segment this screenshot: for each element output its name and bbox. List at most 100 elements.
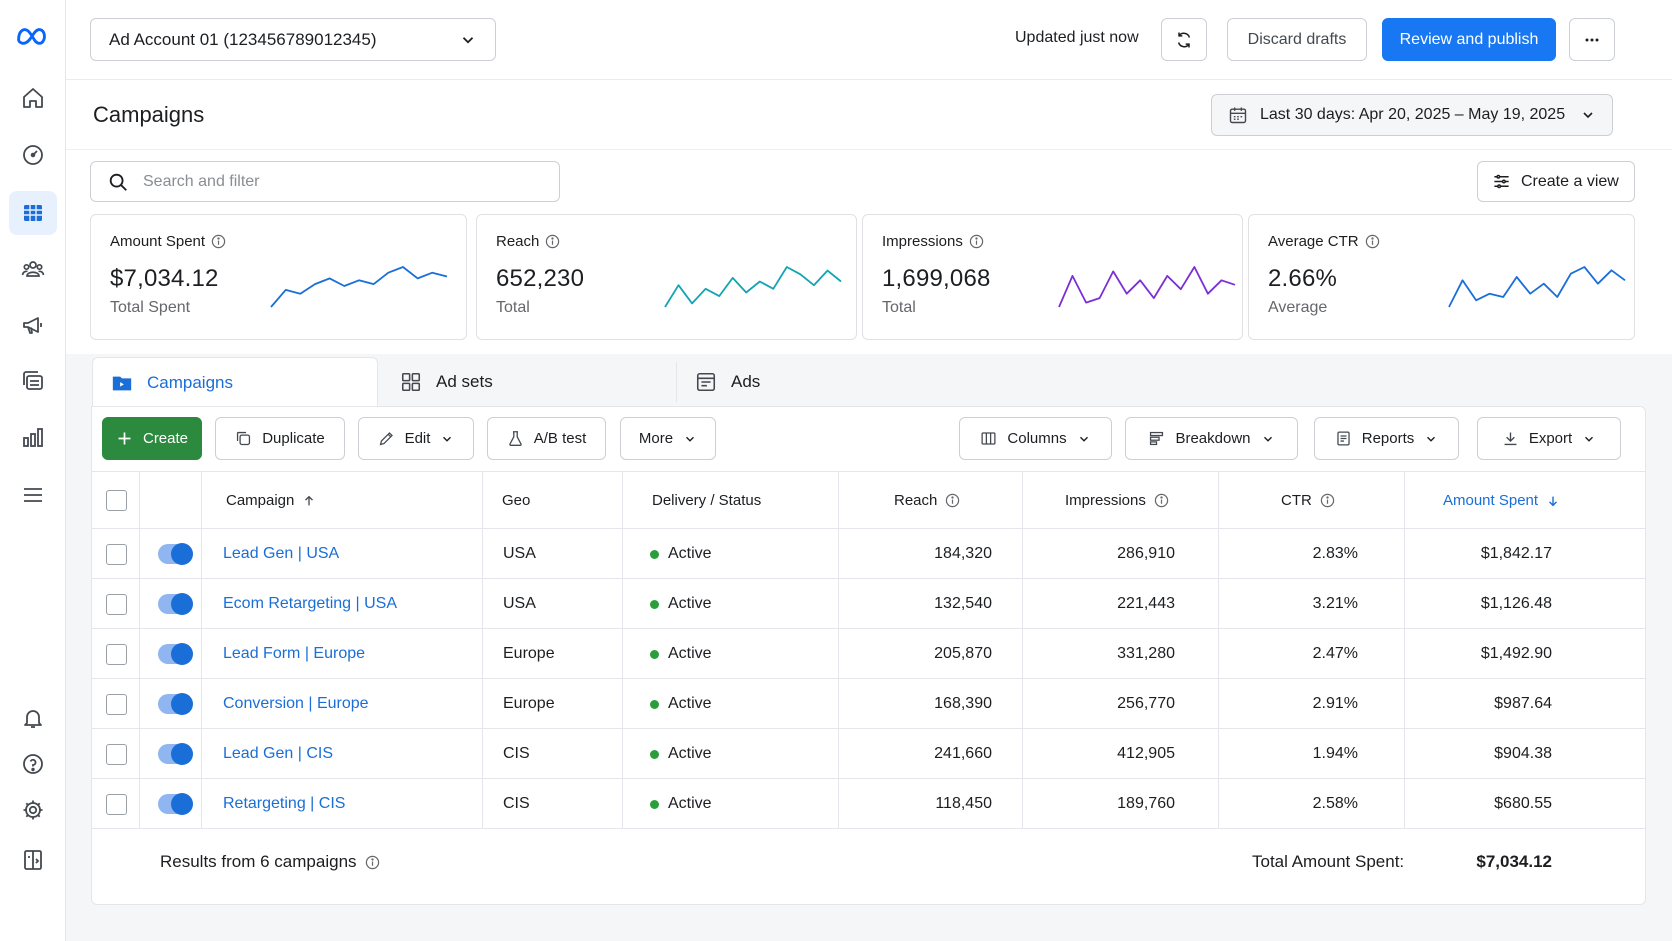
table-row[interactable]: Lead Gen | CIS CIS Active 241,660 412,90… xyxy=(92,729,1645,779)
panel-toggle-icon[interactable] xyxy=(9,838,57,882)
row-checkbox[interactable] xyxy=(106,743,127,765)
menu-icon[interactable] xyxy=(9,473,57,517)
table-row[interactable]: Lead Gen | USA USA Active 184,320 286,91… xyxy=(92,529,1645,579)
edit-button[interactable]: Edit xyxy=(358,417,474,460)
campaign-toggle[interactable] xyxy=(158,643,193,665)
campaign-name-link[interactable]: Conversion | Europe xyxy=(223,695,369,712)
tab-ad-sets[interactable]: Ad sets xyxy=(382,357,672,407)
total-amount-label: Total Amount Spent: xyxy=(1252,852,1405,871)
sparkline-chart xyxy=(664,266,842,308)
info-icon[interactable] xyxy=(1320,493,1335,508)
more-options-button[interactable] xyxy=(1569,18,1615,61)
campaign-name-link[interactable]: Lead Gen | CIS xyxy=(223,745,333,762)
metric-value: 652,230 xyxy=(496,265,585,292)
select-all-checkbox[interactable] xyxy=(106,490,127,511)
bar-chart-icon[interactable] xyxy=(9,415,57,459)
columns-button[interactable]: Columns xyxy=(959,417,1112,460)
column-divider xyxy=(482,471,483,829)
row-checkbox[interactable] xyxy=(106,643,127,665)
amount-spent-cell: $987.64 xyxy=(1494,695,1552,712)
search-bar[interactable] xyxy=(90,161,560,202)
metric-value: $7,034.12 xyxy=(110,265,219,292)
breakdown-icon xyxy=(1150,431,1164,446)
row-checkbox[interactable] xyxy=(106,543,127,565)
info-icon[interactable] xyxy=(1365,234,1380,249)
home-icon[interactable] xyxy=(9,76,57,120)
table-row[interactable]: Conversion | Europe Europe Active 168,39… xyxy=(92,679,1645,729)
campaign-toggle[interactable] xyxy=(158,793,193,815)
col-campaign[interactable]: Campaign xyxy=(226,472,316,529)
reports-button[interactable]: Reports xyxy=(1314,417,1459,460)
settings-icon[interactable] xyxy=(9,788,57,832)
col-ctr[interactable]: CTR xyxy=(1281,472,1335,529)
info-icon[interactable] xyxy=(945,493,960,508)
create-button[interactable]: Create xyxy=(102,417,202,460)
table-row[interactable]: Ecom Retargeting | USA USA Active 132,54… xyxy=(92,579,1645,629)
campaign-name-link[interactable]: Ecom Retargeting | USA xyxy=(223,595,398,612)
help-icon[interactable] xyxy=(9,742,57,786)
info-icon[interactable] xyxy=(545,234,560,249)
amount-spent-cell: $1,126.48 xyxy=(1480,595,1552,612)
col-impressions[interactable]: Impressions xyxy=(1065,472,1169,529)
tab-ads[interactable]: Ads xyxy=(676,362,966,402)
row-checkbox[interactable] xyxy=(106,693,127,715)
search-input[interactable] xyxy=(143,172,523,191)
meta-logo-icon[interactable] xyxy=(9,14,57,58)
dashboard-gauge-icon[interactable] xyxy=(9,133,57,177)
sparkline-series xyxy=(270,266,448,308)
info-icon[interactable] xyxy=(969,234,984,249)
geo-cell: Europe xyxy=(503,695,555,712)
ad-account-selector[interactable]: Ad Account 01 (123456789012345) xyxy=(90,18,496,61)
review-publish-button[interactable]: Review and publish xyxy=(1382,18,1556,61)
campaign-toggle[interactable] xyxy=(158,743,193,765)
tab-campaigns[interactable]: Campaigns xyxy=(92,357,378,407)
status-cell: Active xyxy=(650,529,712,579)
breakdown-button[interactable]: Breakdown xyxy=(1125,417,1298,460)
impressions-cell: 286,910 xyxy=(1117,545,1175,562)
ab-test-label: A/B test xyxy=(533,430,587,447)
header-label: Geo xyxy=(502,492,531,509)
discard-drafts-button[interactable]: Discard drafts xyxy=(1227,18,1367,61)
campaign-toggle[interactable] xyxy=(158,593,193,615)
metric-sublabel: Total Spent xyxy=(110,299,191,316)
reach-cell: 132,540 xyxy=(934,595,992,612)
create-view-button[interactable]: Create a view xyxy=(1477,161,1635,202)
info-icon[interactable] xyxy=(1154,493,1169,508)
row-checkbox[interactable] xyxy=(106,593,127,615)
reach-cell: 205,870 xyxy=(934,645,992,662)
header-label: Reach xyxy=(894,492,938,509)
info-icon[interactable] xyxy=(211,234,226,249)
col-delivery[interactable]: Delivery / Status xyxy=(652,472,761,529)
table-grid-icon[interactable] xyxy=(9,191,57,235)
header-label: Amount Spent xyxy=(1443,492,1539,509)
campaign-toggle[interactable] xyxy=(158,693,193,715)
col-amount-spent[interactable]: Amount Spent xyxy=(1443,472,1560,529)
date-range-picker[interactable]: Last 30 days: Apr 20, 2025 – May 19, 202… xyxy=(1211,94,1613,136)
table-row[interactable]: Lead Form | Europe Europe Active 205,870… xyxy=(92,629,1645,679)
table-row[interactable]: Retargeting | CIS CIS Active 118,450 189… xyxy=(92,779,1645,829)
header-label: Impressions xyxy=(1065,492,1146,509)
bell-icon[interactable] xyxy=(9,696,57,740)
campaign-toggle[interactable] xyxy=(158,543,193,565)
col-reach[interactable]: Reach xyxy=(894,472,960,529)
row-checkbox[interactable] xyxy=(106,793,127,815)
duplicate-button[interactable]: Duplicate xyxy=(215,417,345,460)
more-button[interactable]: More xyxy=(620,417,716,460)
campaign-name-link[interactable]: Lead Form | Europe xyxy=(223,645,366,662)
status-dot xyxy=(650,549,659,559)
campaign-name-link[interactable]: Lead Gen | USA xyxy=(223,545,340,562)
megaphone-icon[interactable] xyxy=(9,303,57,347)
media-library-icon[interactable] xyxy=(9,359,57,403)
ab-test-button[interactable]: A/B test xyxy=(487,417,606,460)
more-label: More xyxy=(638,430,674,447)
export-button[interactable]: Export xyxy=(1477,417,1621,460)
col-geo[interactable]: Geo xyxy=(502,472,530,529)
campaign-name-link[interactable]: Retargeting | CIS xyxy=(223,795,346,812)
status-dot xyxy=(650,699,659,709)
ad-icon xyxy=(696,372,716,392)
status-cell: Active xyxy=(650,779,712,829)
info-icon[interactable] xyxy=(365,855,380,870)
refresh-button[interactable] xyxy=(1161,18,1207,61)
metric-value: 1,699,068 xyxy=(882,265,991,292)
audience-icon[interactable] xyxy=(9,247,57,291)
